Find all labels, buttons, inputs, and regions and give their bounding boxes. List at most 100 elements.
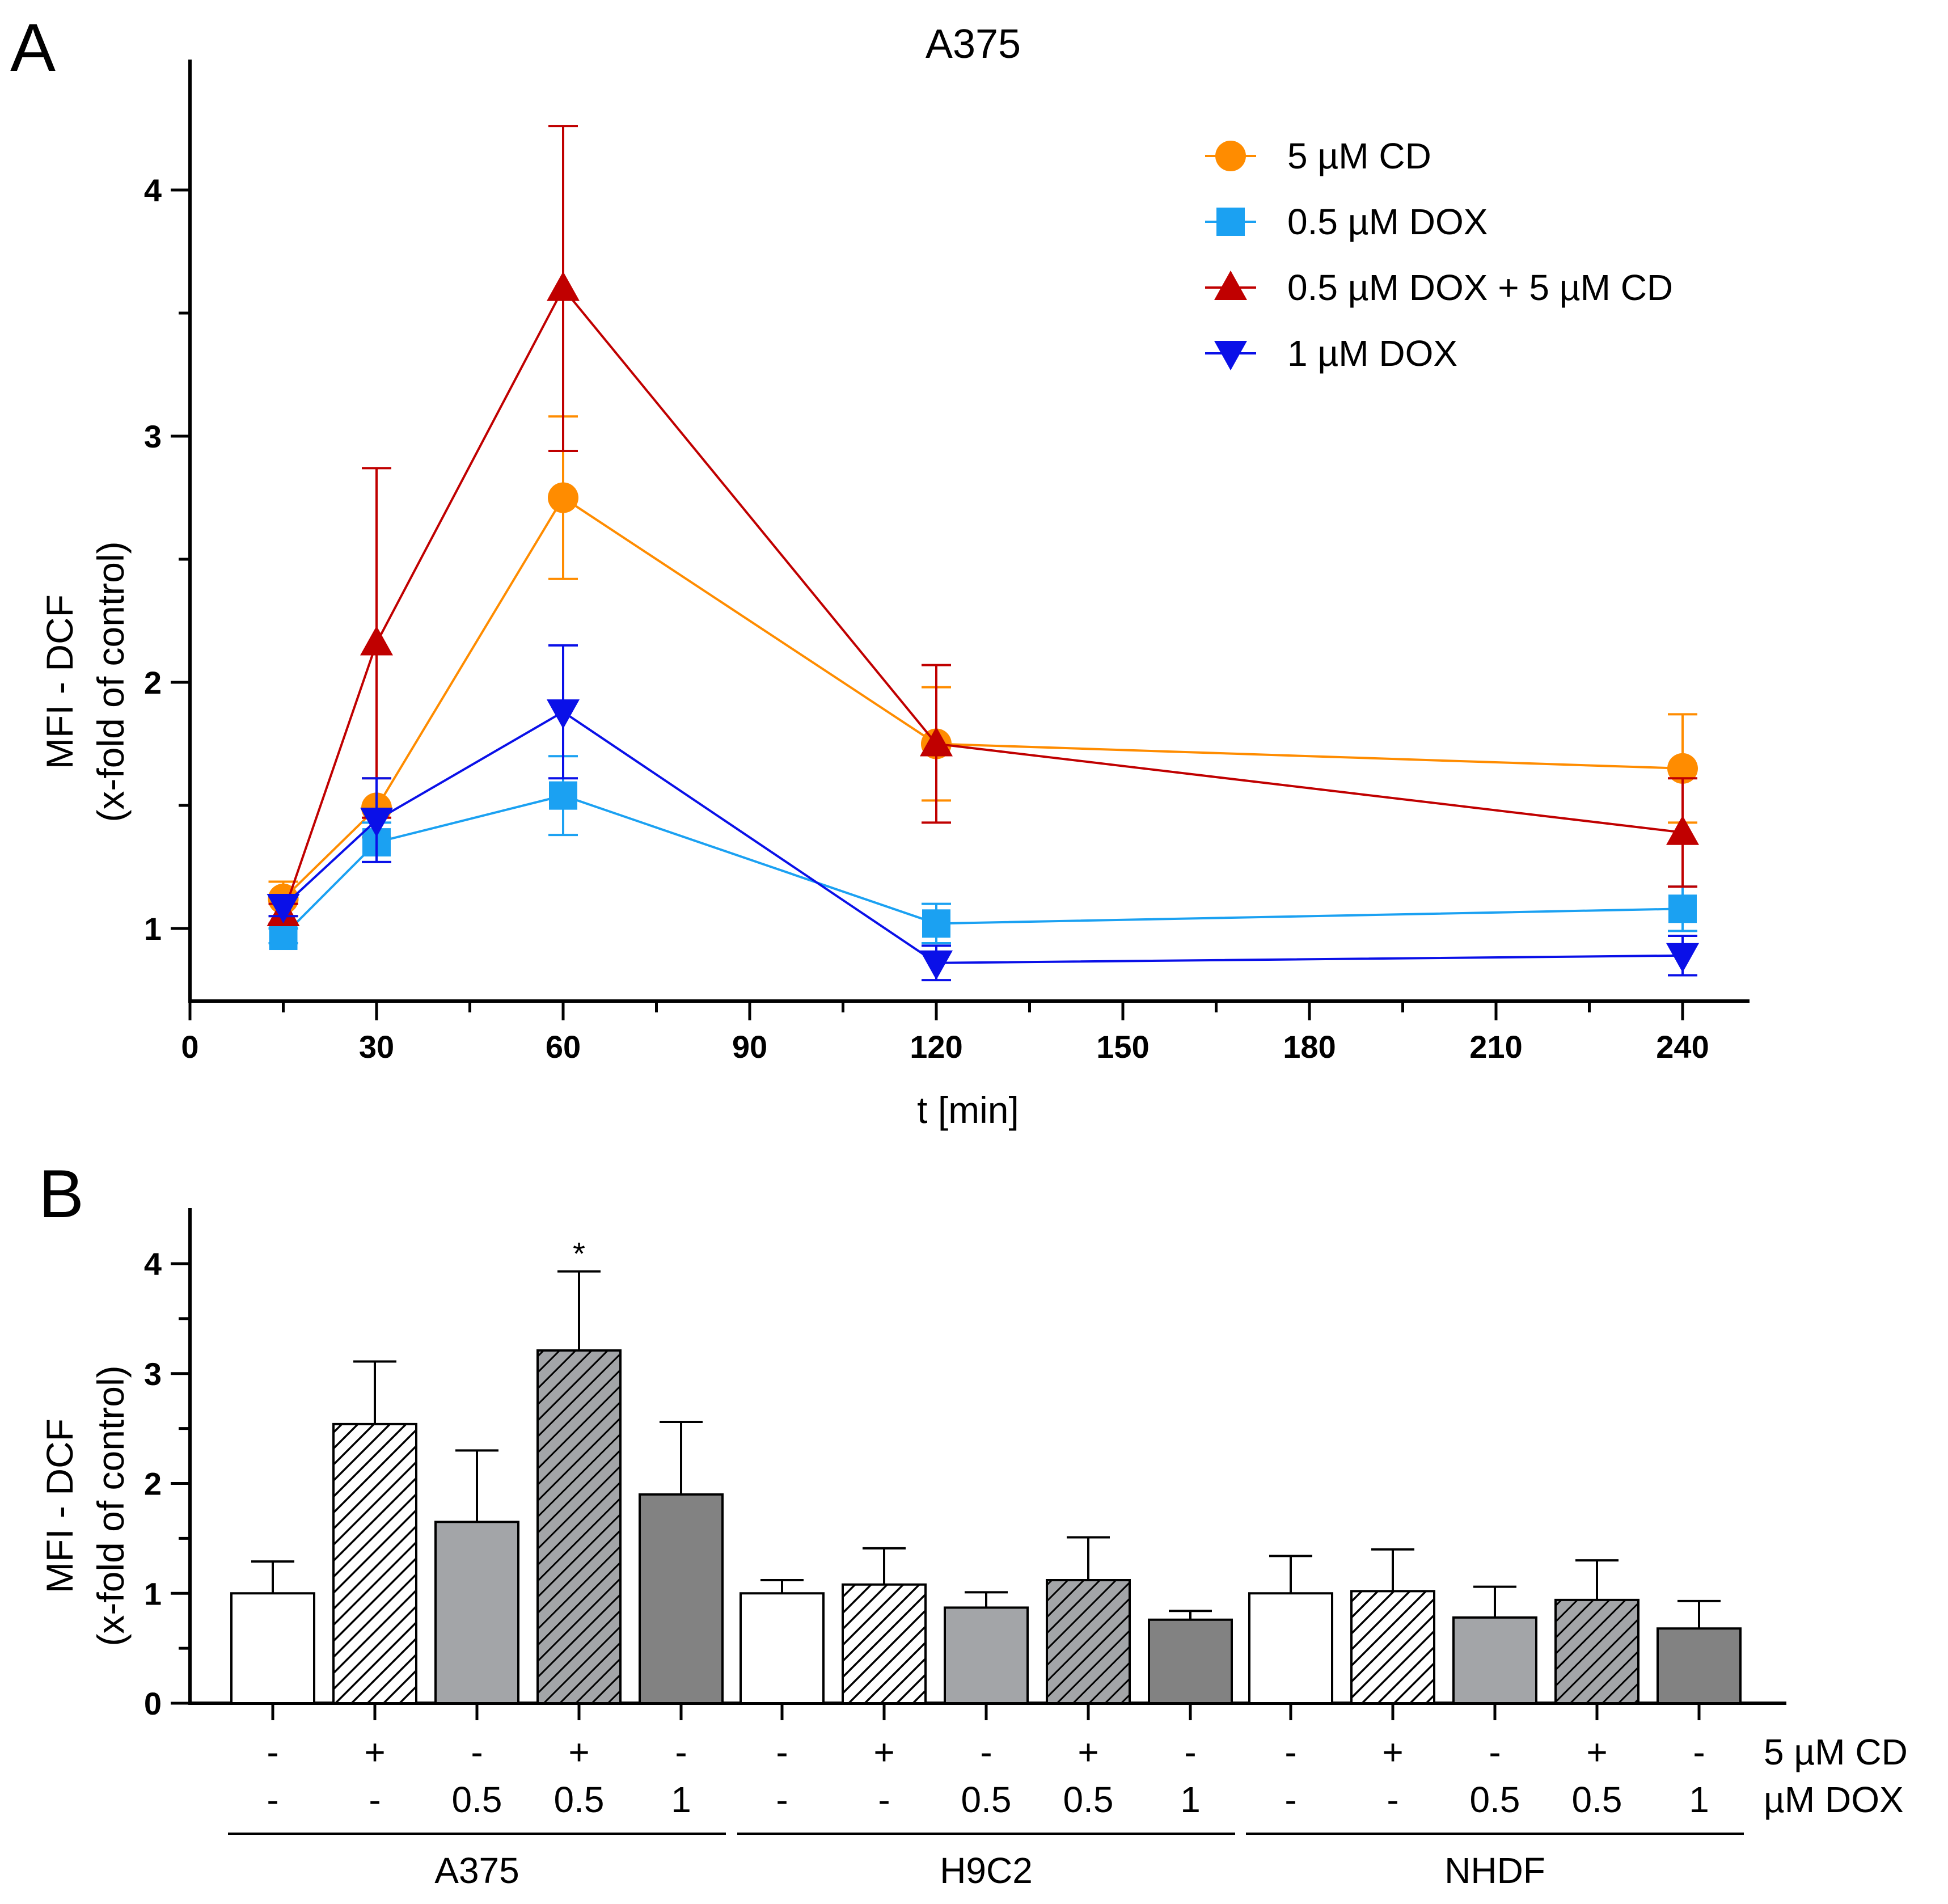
chart-b-y-tick-label: 2	[144, 1466, 162, 1502]
chart-b-cd-label: +	[1586, 1732, 1607, 1772]
chart-b-y-axis-title-line2: (x-fold of control)	[90, 1365, 132, 1646]
chart-b-cd-label: -	[1284, 1732, 1296, 1772]
chart-a-y-tick-label: 2	[144, 665, 162, 700]
chart-a-y-tick-label: 3	[144, 419, 162, 454]
row-label-dox: µM DOX	[1764, 1779, 1904, 1820]
chart-b-cd-label: +	[568, 1732, 589, 1772]
chart-a-series-line	[282, 496, 1683, 900]
chart-b-dox-label: -	[878, 1779, 890, 1820]
chart-b-plot-area: 0 1 2 3 4 - - + - - 0.5 +0.5 * - 1 A375 - - + - - 0.5 +0.5 - 1 H9…	[144, 1208, 1786, 1891]
chart-b-group-label: NHDF	[1444, 1850, 1545, 1891]
chart-b-bar	[230, 1592, 315, 1704]
chart-b-cd-label: +	[873, 1732, 894, 1772]
chart-b-dox-label: 1	[1180, 1779, 1201, 1820]
chart-b-bar	[536, 1349, 622, 1704]
chart-b-dox-label: -	[369, 1779, 381, 1820]
chart-b-significance-marker: *	[573, 1236, 585, 1272]
chart-a-data-point	[548, 482, 578, 513]
chart-b-y-tick-label: 1	[144, 1576, 162, 1611]
chart-b-dox-label: -	[267, 1779, 278, 1820]
chart-a-x-tick-label: 120	[910, 1029, 962, 1065]
chart-b-bar	[842, 1583, 927, 1704]
chart-b-y-tick-label: 0	[144, 1686, 162, 1721]
chart-a-data-point	[547, 271, 580, 301]
chart-b-bar	[944, 1606, 1029, 1704]
chart-a-legend-label: 5 µM CD	[1287, 136, 1431, 176]
chart-b-y-axis-title-line1: MFI - DCF	[39, 1418, 81, 1593]
chart-a-plot-area: 0 30 60 90 120 150 180 210 240 1 2 3 4 5 µM CD 0.5 µM …	[144, 60, 1750, 1065]
chart-a-data-point	[269, 922, 298, 951]
chart-a-y-tick-label: 1	[144, 911, 162, 947]
chart-b-bar	[1350, 1590, 1435, 1704]
chart-a-data-point	[267, 893, 300, 923]
chart-b-bar	[332, 1422, 417, 1704]
chart-a-series	[267, 644, 1699, 982]
chart-b-y-tick-label: 4	[144, 1246, 162, 1282]
chart-a-y-axis-title-line1: MFI - DCF	[39, 594, 81, 769]
chart-b-bar	[1148, 1618, 1233, 1704]
chart-b-dox-label: 0.5	[1063, 1779, 1114, 1820]
chart-a-x-tick-label: 30	[359, 1029, 394, 1065]
chart-a-series	[267, 125, 1699, 926]
chart-a-x-tick-label: 240	[1656, 1029, 1709, 1065]
chart-a-series-line	[282, 794, 1683, 937]
chart-b-bar	[1046, 1579, 1131, 1704]
chart-b-cd-label: -	[1489, 1732, 1501, 1772]
chart-b-dox-label: 0.5	[1470, 1779, 1520, 1820]
chart-a-data-point	[922, 909, 950, 938]
chart-a-series	[268, 755, 1697, 951]
chart-a-data-point	[549, 781, 577, 810]
chart-a-legend-label: 0.5 µM DOX + 5 µM CD	[1287, 267, 1673, 308]
chart-a-x-tick-label: 90	[732, 1029, 767, 1065]
chart-a-series	[268, 415, 1698, 918]
chart-b-dox-label: 0.5	[961, 1779, 1012, 1820]
chart-b-cd-label: -	[675, 1732, 687, 1772]
chart-a-data-point	[1667, 753, 1698, 784]
chart-b-dox-label: 0.5	[1572, 1779, 1622, 1820]
chart-b-cd-label: -	[1184, 1732, 1196, 1772]
chart-b-group: - - + - - 0.5 +0.5 - 1 NHDF	[1246, 1548, 1744, 1891]
chart-b-cd-label: +	[1382, 1732, 1403, 1772]
chart-a-legend-label: 1 µM DOX	[1287, 333, 1457, 374]
chart-a-data-point	[920, 727, 953, 757]
panel-a-letter: A	[10, 10, 56, 86]
chart-b-bar	[1248, 1592, 1333, 1704]
chart-a-data-point	[360, 626, 393, 656]
chart-b-cd-label: +	[364, 1732, 385, 1772]
chart-a-data-point	[920, 950, 953, 980]
chart-b-cd-label: -	[267, 1732, 278, 1772]
chart-a-data-point	[547, 699, 580, 729]
chart-a-series-line	[282, 286, 1683, 914]
chart-a-x-tick-label: 210	[1469, 1029, 1522, 1065]
chart-a-legend-marker	[1215, 141, 1246, 171]
chart-b-dox-label: 1	[1689, 1779, 1709, 1820]
chart-a-data-point	[1666, 943, 1699, 973]
chart-a-legend-label: 0.5 µM DOX	[1287, 201, 1488, 242]
chart-a-y-axis-title-line2: (x-fold of control)	[90, 541, 132, 822]
chart-b-bar	[1452, 1616, 1537, 1704]
chart-b-cd-label: +	[1077, 1732, 1098, 1772]
panel-b-letter: B	[39, 1156, 84, 1232]
chart-b-cd-label: -	[1693, 1732, 1705, 1772]
chart-a-x-tick-label: 60	[546, 1029, 581, 1065]
chart-b-dox-label: -	[776, 1779, 788, 1820]
chart-a-x-tick-label: 0	[181, 1029, 198, 1065]
chart-a-data-point	[1668, 894, 1697, 923]
chart-a-y-tick-label: 4	[144, 172, 162, 208]
chart-b-y-tick-label: 3	[144, 1356, 162, 1392]
chart-b-bar	[740, 1592, 825, 1704]
chart-b-bar	[639, 1493, 724, 1704]
chart-b-dox-label: 0.5	[554, 1779, 605, 1820]
chart-b-cd-label: -	[776, 1732, 788, 1772]
chart-b-dox-label: -	[1387, 1779, 1398, 1820]
chart-b-dox-label: 1	[671, 1779, 691, 1820]
chart-b-dox-label: 0.5	[452, 1779, 502, 1820]
chart-a-title: A375	[926, 22, 1021, 67]
chart-a-x-tick-label: 180	[1283, 1029, 1336, 1065]
row-label-cd: 5 µM CD	[1764, 1732, 1908, 1772]
chart-b-bar	[1657, 1627, 1742, 1704]
chart-a-x-tick-label: 150	[1096, 1029, 1149, 1065]
chart-b-dox-label: -	[1284, 1779, 1296, 1820]
chart-a-legend-marker	[1216, 208, 1245, 236]
